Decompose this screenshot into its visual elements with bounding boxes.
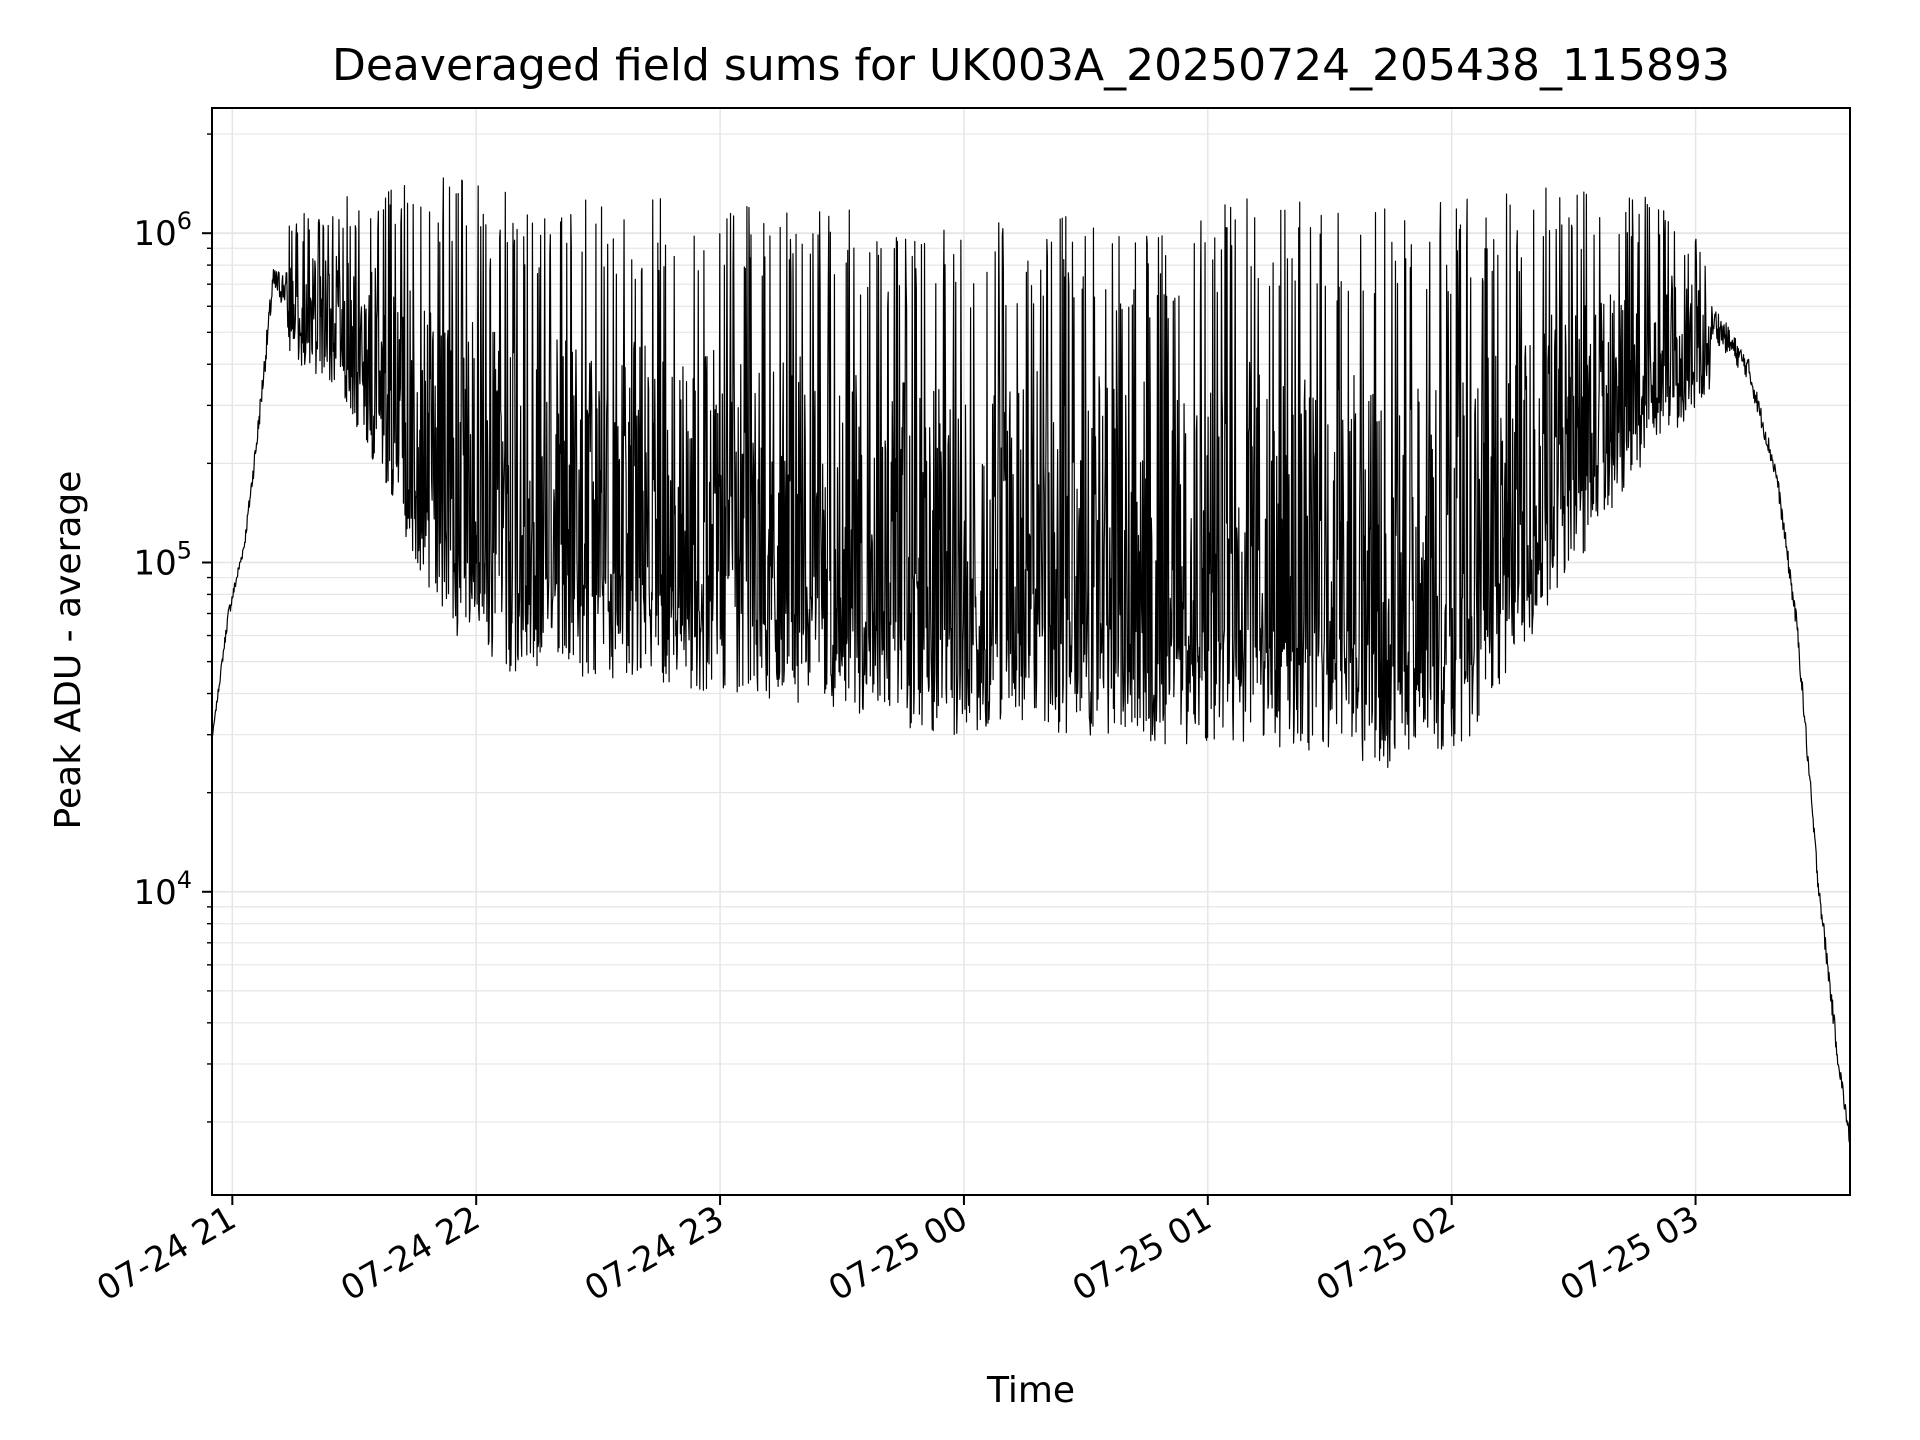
y-tick-label-exponent: 6: [177, 207, 192, 235]
x-tick-label: 07-25 02: [1310, 1198, 1462, 1309]
x-tick-label: 07-25 03: [1554, 1198, 1706, 1309]
y-tick-label: 104: [133, 866, 192, 913]
x-tick-label: 07-24 23: [578, 1198, 730, 1309]
x-tick-label: 07-24 21: [90, 1198, 242, 1309]
x-axis-ticks: 07-24 21 07-24 22 07-24 23 07-25 00 07-25 01…: [90, 1195, 1706, 1309]
series-path: [211, 177, 1851, 1144]
y-tick-label: 105: [133, 536, 192, 583]
y-axis-label: Peak ADU - average: [48, 471, 89, 830]
y-tick-label-base: 10: [133, 214, 176, 254]
chart-title: Deaveraged field sums for UK003A_2025072…: [332, 40, 1730, 91]
x-tick-label: 07-25 01: [1066, 1198, 1218, 1309]
y-tick-label-exponent: 4: [177, 866, 192, 894]
x-tick-label: 07-25 00: [822, 1198, 974, 1309]
y-tick-label: 106: [133, 207, 192, 254]
y-tick-label-exponent: 5: [177, 536, 192, 564]
y-tick-label-base: 10: [133, 873, 176, 913]
x-axis-label: Time: [986, 1370, 1075, 1411]
plot-frame: [211, 107, 1851, 1196]
y-tick-label-base: 10: [133, 543, 176, 583]
series-line: [211, 177, 1851, 1144]
x-tick-label: 07-24 22: [334, 1198, 486, 1309]
